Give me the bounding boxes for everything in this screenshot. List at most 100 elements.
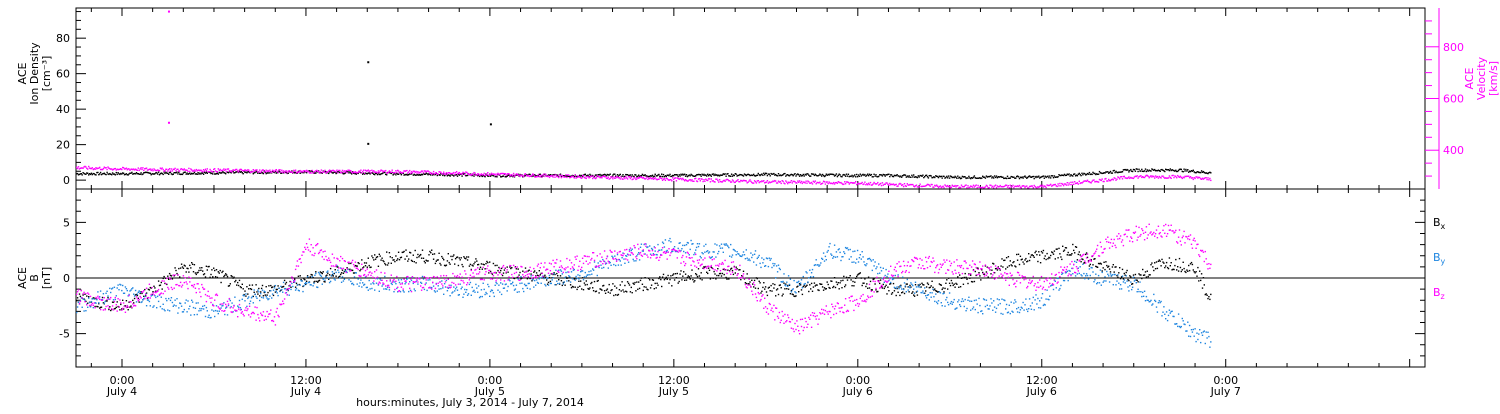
bottom-series-By-point <box>844 253 845 254</box>
bottom-series-By-point <box>104 303 105 304</box>
top-series-1-point <box>403 172 404 173</box>
bottom-series-Bx-point <box>390 256 391 257</box>
bottom-series-Bx-point <box>222 271 223 272</box>
bottom-series-By-point <box>563 283 564 284</box>
top-series-0-point <box>734 175 735 176</box>
bottom-series-By-point <box>614 255 615 256</box>
bottom-series-By-point <box>977 312 978 313</box>
bottom-series-Bx-point <box>1158 261 1159 262</box>
top-series-1-point <box>1055 184 1056 185</box>
top-series-1-point <box>1188 176 1189 177</box>
bottom-series-Bx-point <box>324 281 325 282</box>
top-series-1-point <box>364 173 365 174</box>
bottom-series-By-point <box>297 284 298 285</box>
bottom-series-Bx-point <box>842 280 843 281</box>
bottom-series-By-point <box>855 262 856 263</box>
bottom-series-By-point <box>387 287 388 288</box>
top-series-1-point <box>139 170 140 171</box>
bottom-left-tick-label: -5 <box>59 328 70 341</box>
bottom-series-By-point <box>173 306 174 307</box>
top-series-1-point <box>749 179 750 180</box>
top-series-1-point <box>777 182 778 183</box>
bottom-series-Bx-point <box>780 284 781 285</box>
top-series-1-point <box>869 184 870 185</box>
bottom-series-Bx-point <box>696 274 697 275</box>
bottom-series-By-point <box>960 306 961 307</box>
top-series-0-point <box>946 176 947 177</box>
bottom-series-By-point <box>484 289 485 290</box>
bottom-series-Bx-point <box>585 284 586 285</box>
bottom-series-By-point <box>705 244 706 245</box>
bottom-series-Bx-point <box>1104 269 1105 270</box>
top-panel-frame <box>76 8 1425 189</box>
top-series-1-point <box>166 169 167 170</box>
bottom-series-Bx-point <box>244 290 245 291</box>
top-series-1-point <box>916 185 917 186</box>
bottom-series-Bx-point <box>1197 267 1198 268</box>
top-series-1-point <box>266 170 267 171</box>
bottom-series-By-point <box>912 285 913 286</box>
bottom-series-By-point <box>548 285 549 286</box>
bottom-series-Bx-point <box>662 276 663 277</box>
top-series-1-point <box>225 169 226 170</box>
bottom-series-By-point <box>141 301 142 302</box>
bottom-series-By-point <box>643 250 644 251</box>
bottom-series-Bx-point <box>907 283 908 284</box>
bottom-series-Bx-point <box>689 276 690 277</box>
bottom-series-By-point <box>590 270 591 271</box>
bottom-series-By-point <box>989 305 990 306</box>
top-series-1-point <box>1207 177 1208 178</box>
bottom-series-Bx-point <box>643 290 644 291</box>
bottom-series-Bx-point <box>373 259 374 260</box>
bottom-series-Bx-point <box>658 278 659 279</box>
top-series-0-point <box>684 174 685 175</box>
top-series-1-point <box>729 180 730 181</box>
bottom-series-Bx-point <box>80 296 81 297</box>
top-series-1-point <box>1058 185 1059 186</box>
bottom-series-By-point <box>999 299 1000 300</box>
top-series-0-point <box>736 174 737 175</box>
bottom-series-By-point <box>886 276 887 277</box>
bottom-series-By-point <box>296 288 297 289</box>
bottom-series-Bx-point <box>1155 268 1156 269</box>
bottom-series-Bx-point <box>743 271 744 272</box>
bottom-series-By-point <box>956 307 957 308</box>
bottom-series-By-point <box>914 293 915 294</box>
top-series-1-point <box>763 180 764 181</box>
bottom-series-By-point <box>291 283 292 284</box>
top-series-0-point <box>1079 173 1080 174</box>
top-series-1-point <box>318 171 319 172</box>
bottom-series-Bx-point <box>560 275 561 276</box>
bottom-series-By-point <box>395 283 396 284</box>
top-series-0-point <box>439 175 440 176</box>
bottom-series-By-point <box>333 273 334 274</box>
bottom-series-By-point <box>839 252 840 253</box>
bottom-series-By-point <box>312 276 313 277</box>
bottom-series-By-point <box>922 290 923 291</box>
top-series-1-point <box>808 181 809 182</box>
bottom-series-By-point <box>426 282 427 283</box>
bottom-series-Bx-point <box>958 287 959 288</box>
bottom-series-Bx-point <box>525 267 526 268</box>
bottom-series-Bx-point <box>254 292 255 293</box>
bottom-series-Bx-point <box>709 270 710 271</box>
top-series-1-point <box>987 186 988 187</box>
bottom-series-Bx-point <box>226 274 227 275</box>
bottom-series-By-point <box>638 252 639 253</box>
bottom-series-By-point <box>903 289 904 290</box>
top-series-0-point <box>99 173 100 174</box>
bottom-series-Bx-point <box>894 290 895 291</box>
top-series-1-point <box>541 176 542 177</box>
bottom-series-Bx-point <box>587 284 588 285</box>
bottom-series-By-point <box>174 300 175 301</box>
top-series-0-point <box>766 173 767 174</box>
top-series-1-point <box>784 183 785 184</box>
bottom-series-Bx-point <box>252 284 253 285</box>
bottom-series-Bx-point <box>828 284 829 285</box>
bottom-series-Bx-point <box>945 283 946 284</box>
top-series-1-point <box>495 175 496 176</box>
bottom-series-Bx-point <box>304 279 305 280</box>
bottom-series-By-point <box>946 297 947 298</box>
top-series-1-point <box>799 180 800 181</box>
bottom-series-Bx-point <box>1144 274 1145 275</box>
